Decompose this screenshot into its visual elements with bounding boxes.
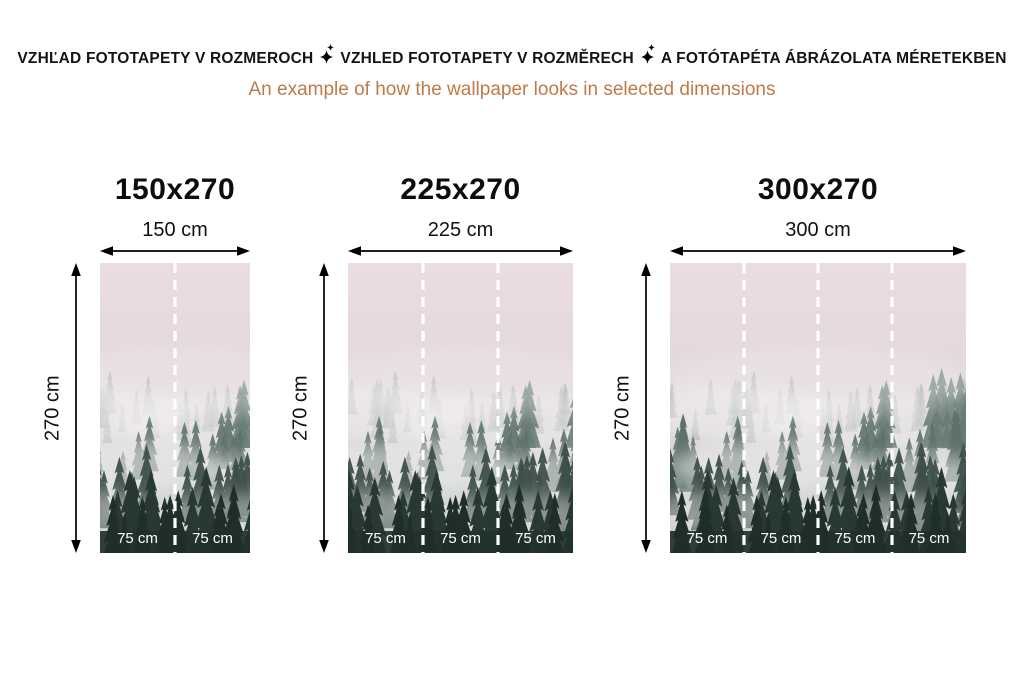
title-segment-hu: A FOTÓTAPÉTA ÁBRÁZOLATA MÉRETEKBEN <box>660 50 1007 67</box>
header: VZHĽAD FOTOTAPETY V ROZMEROCH VZHLED FOT… <box>0 44 1024 101</box>
title-segment-cz: VZHLED FOTOTAPETY V ROZMĚRECH <box>340 50 634 67</box>
horizontal-dimension-arrow <box>100 246 250 256</box>
strip-width-label: 75 cm <box>908 530 950 547</box>
panel-150x270: 150x270 150 cm 270 cm 75 cm 75 cm <box>38 174 250 553</box>
title-segment-sk: VZHĽAD FOTOTAPETY V ROZMEROCH <box>17 50 314 67</box>
panel-title: 150x270 <box>114 173 236 206</box>
vertical-dimension-arrow <box>68 263 84 553</box>
strip-labels: 75 cm 75 cm <box>100 530 250 547</box>
page-subtitle: An example of how the wallpaper looks in… <box>248 79 776 100</box>
panel-300x270: 300x270 300 cm 270 cm 75 cm <box>608 174 966 553</box>
panel-225x270: 225x270 225 cm 270 cm 75 cm 7 <box>286 174 573 553</box>
vertical-dimension-arrow <box>316 263 332 553</box>
vertical-dimension-arrow <box>638 263 654 553</box>
panel-title: 225x270 <box>400 173 521 206</box>
page-title: VZHĽAD FOTOTAPETY V ROZMEROCH VZHLED FOT… <box>0 44 1024 70</box>
wallpaper-preview-image: 75 cm 75 cm 75 cm 75 cm <box>670 263 966 553</box>
strip-width-label: 75 cm <box>117 530 158 547</box>
height-dimension-label: 270 cm <box>41 375 64 441</box>
strip-labels: 75 cm 75 cm 75 cm 75 cm <box>670 530 966 547</box>
height-dimension-label: 270 cm <box>289 375 312 441</box>
strip-width-label: 75 cm <box>686 530 728 547</box>
strip-labels: 75 cm 75 cm 75 cm <box>348 530 573 547</box>
horizontal-dimension-arrow <box>670 246 966 256</box>
strip-width-label: 75 cm <box>834 530 876 547</box>
strip-width-label: 75 cm <box>192 530 233 547</box>
width-dimension-label: 300 cm <box>785 219 851 241</box>
horizontal-dimension-arrow <box>348 246 573 256</box>
sparkle-icon <box>640 44 655 64</box>
width-dimension-label: 225 cm <box>427 219 494 241</box>
strip-width-label: 75 cm <box>365 530 406 547</box>
strip-width-label: 75 cm <box>760 530 802 547</box>
strip-width-label: 75 cm <box>515 530 556 547</box>
wallpaper-preview-image: 75 cm 75 cm <box>100 263 250 553</box>
sparkle-icon <box>319 44 335 64</box>
panel-title: 300x270 <box>757 173 879 206</box>
wallpaper-preview-image: 75 cm 75 cm 75 cm <box>348 263 573 553</box>
width-dimension-label: 150 cm <box>142 219 208 241</box>
strip-width-label: 75 cm <box>440 530 481 547</box>
height-dimension-label: 270 cm <box>611 375 634 441</box>
